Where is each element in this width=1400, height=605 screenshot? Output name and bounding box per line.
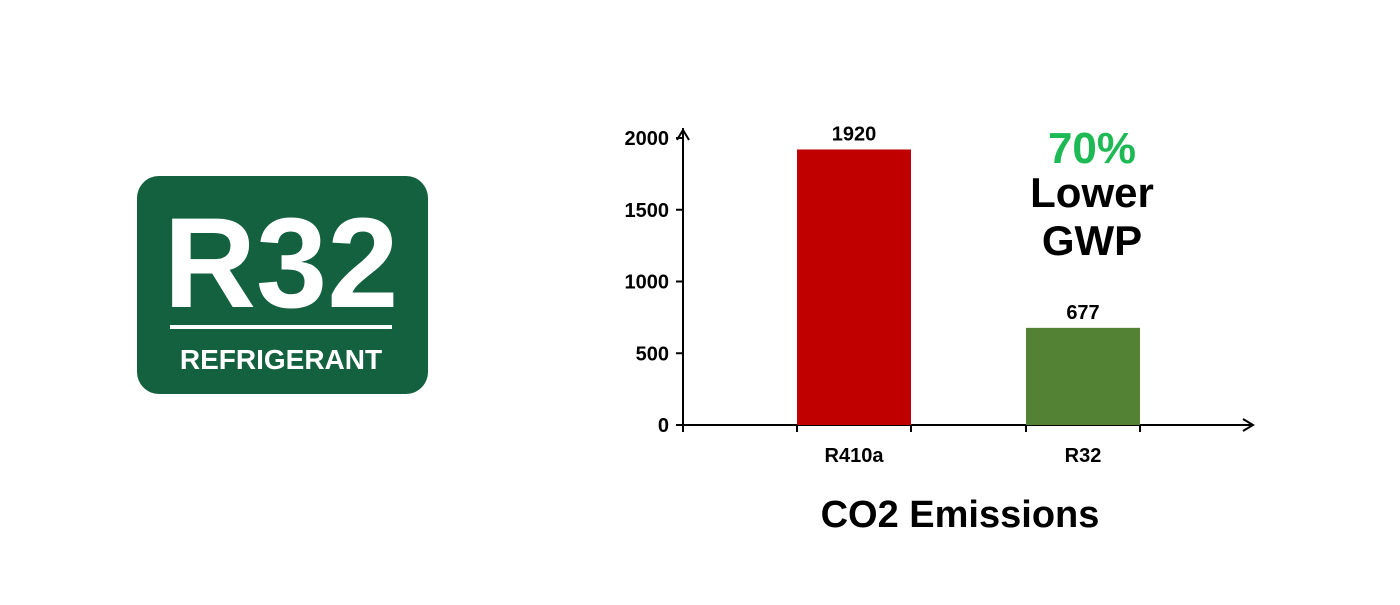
data-label: 677 xyxy=(1066,302,1099,324)
logo-title: R32 xyxy=(164,192,399,335)
logo-subtitle: REFRIGERANT xyxy=(180,344,382,375)
x-axis-arrow xyxy=(1242,418,1255,432)
x-tick-label: R32 xyxy=(1065,445,1102,467)
y-tick-label: 1000 xyxy=(625,272,670,294)
y-tick-label: 500 xyxy=(636,343,669,365)
logo: R32 REFRIGERANT xyxy=(137,176,428,394)
y-tick-label: 1500 xyxy=(625,200,670,222)
logo-badge xyxy=(137,176,428,394)
annotation-highlight: 70% xyxy=(1048,124,1136,173)
y-tick-label: 2000 xyxy=(625,128,670,150)
data-label: 1920 xyxy=(832,123,877,145)
y-axis-arrow xyxy=(676,128,690,141)
annotation-line: Lower xyxy=(1030,169,1154,216)
bar xyxy=(797,149,911,426)
x-tick-label: R410a xyxy=(825,445,885,467)
chart-title: CO2 Emissions xyxy=(821,494,1100,536)
annotation-line: GWP xyxy=(1042,217,1142,264)
y-tick-label: 0 xyxy=(658,415,669,437)
bar xyxy=(1026,327,1140,425)
chart: CO2 Emissions 70% Lower GWP 0 500 1000 1500… xyxy=(625,123,1255,536)
